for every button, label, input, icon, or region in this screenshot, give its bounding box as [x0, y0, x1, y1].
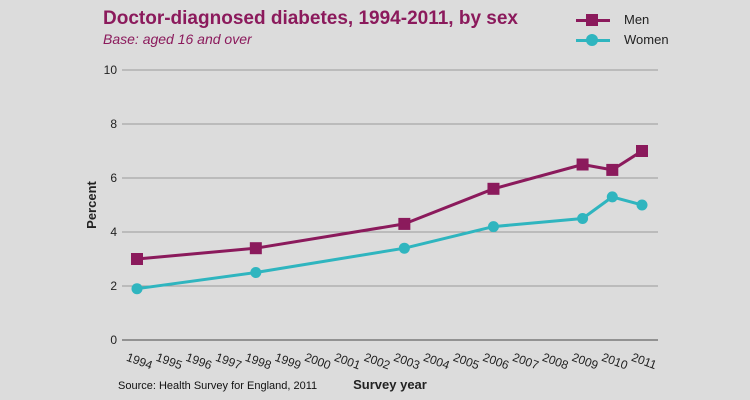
y-tick-label: 2	[110, 279, 117, 293]
series-line-men	[136, 149, 643, 261]
x-tick-label: 1995	[154, 350, 184, 372]
data-point-men	[249, 242, 262, 255]
source-note: Source: Health Survey for England, 2011	[118, 380, 318, 392]
data-point-women	[131, 283, 143, 295]
data-point-women	[577, 213, 589, 224]
series-markers	[131, 145, 648, 295]
y-axis-label: Percent	[84, 180, 99, 228]
x-tick-label: 2011	[630, 350, 659, 372]
x-tick-label: 2000	[303, 350, 333, 372]
x-tick-label: 2005	[451, 350, 481, 372]
grid-lines	[122, 69, 658, 341]
data-point-women	[487, 221, 499, 233]
series-lines	[136, 149, 643, 291]
y-tick-label: 0	[110, 333, 117, 347]
y-tick-label: 8	[110, 117, 117, 131]
y-tick-label: 10	[104, 63, 118, 77]
x-tick-label: 2001	[332, 350, 362, 372]
x-tick-label: 2002	[362, 350, 392, 372]
data-point-women	[250, 267, 262, 278]
x-tick-label: 1998	[243, 350, 273, 372]
data-point-men	[131, 253, 143, 265]
chart-subtitle: Base: aged 16 and over	[103, 31, 252, 47]
data-point-women	[606, 191, 618, 203]
x-tick-label: 1999	[273, 350, 303, 372]
x-tick-label: 1994	[125, 350, 155, 372]
data-point-men	[636, 145, 648, 157]
x-tick-label: 2008	[540, 350, 570, 372]
data-point-men	[398, 217, 411, 230]
legend-item-men: Men	[576, 10, 716, 30]
data-point-women	[636, 199, 648, 211]
x-tick-label: 1997	[214, 350, 244, 372]
data-point-men	[576, 158, 589, 171]
y-axis-ticks: 0 2 4 6 8 10	[104, 63, 118, 347]
x-tick-label: 2003	[392, 350, 422, 372]
legend-label-women: Women	[624, 32, 669, 47]
chart-title: Doctor-diagnosed diabetes, 1994-2011, by…	[103, 8, 519, 29]
x-tick-label: 2006	[481, 350, 511, 372]
chart-legend: Men Women	[576, 10, 716, 50]
series-line-women	[136, 195, 643, 291]
y-tick-label: 4	[110, 225, 117, 239]
y-tick-label: 6	[110, 171, 117, 185]
x-tick-label: 2004	[422, 350, 452, 372]
x-tick-label: 1996	[184, 350, 214, 372]
data-point-men	[487, 182, 500, 195]
data-point-men	[606, 163, 619, 176]
circle-marker-icon	[586, 34, 598, 46]
x-axis-label: Survey year	[353, 377, 427, 392]
x-tick-label: 2007	[511, 350, 541, 372]
square-marker-icon	[586, 14, 598, 26]
legend-label-men: Men	[624, 12, 650, 27]
x-tick-label: 2010	[600, 350, 630, 372]
x-tick-label: 2009	[570, 350, 600, 372]
legend-item-women: Women	[576, 30, 716, 50]
x-axis-ticks: 1994 1995 1996 1997 1998 1999 2000 2001 2002 2003…	[125, 350, 659, 372]
data-point-women	[398, 242, 410, 254]
